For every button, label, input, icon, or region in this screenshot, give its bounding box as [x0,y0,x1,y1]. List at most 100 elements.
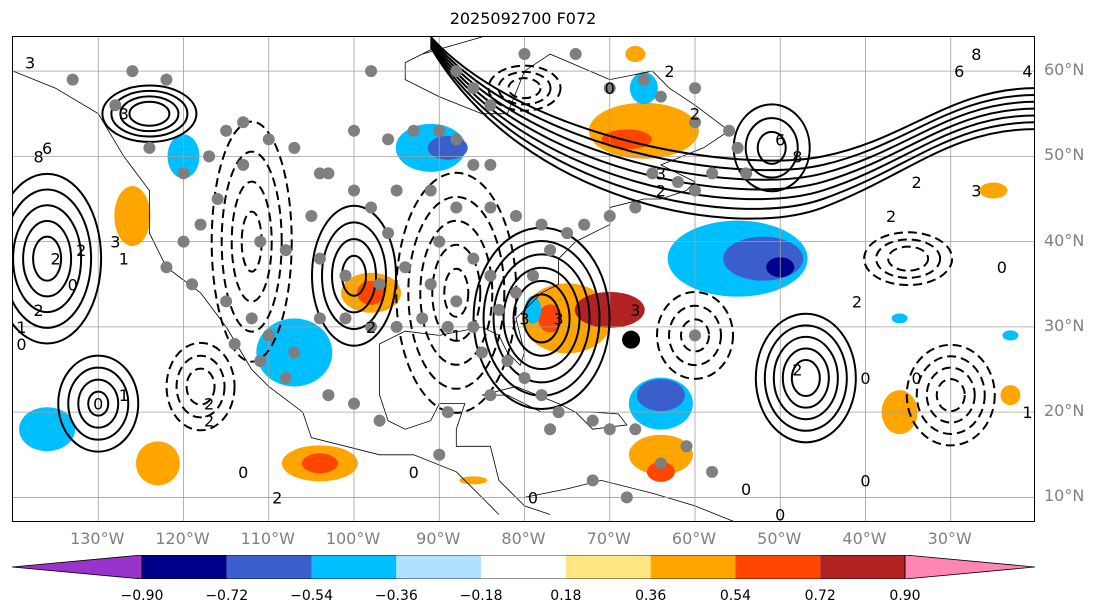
contour-value-label: 2 [76,241,86,260]
low-anomaly-contour [887,245,930,272]
observation-dot [484,158,497,171]
observation-dot [288,346,301,359]
colorbar-segment [396,555,482,579]
observation-dot [143,141,156,154]
low-anomaly-contour [443,267,470,318]
colorbar-segment [820,555,905,579]
contour-layer [13,37,1034,453]
high-anomaly-contour [754,312,857,444]
observation-dot [373,414,386,427]
low-anomaly-contour [863,231,954,287]
observation-dot [339,269,352,282]
observation-dot [441,406,454,419]
observation-dot [620,491,633,504]
observation-dot [365,201,378,214]
low-anomaly-contour [507,77,542,100]
colorbar-segment [650,555,736,579]
high-anomaly-contour [781,347,830,409]
positive-anomaly-area [135,441,180,486]
low-anomaly-contour [431,243,482,342]
observation-dot [433,124,446,137]
observation-dot [689,184,701,197]
observation-dot [535,218,548,231]
high-anomaly-contour [101,84,198,143]
longitude-tick-label: 100°W [325,529,381,548]
observation-dot [603,82,616,95]
low-anomaly-contour [185,367,216,406]
observation-dot [467,158,480,171]
high-anomaly-contour [87,390,110,417]
contour-value-label: 0 [997,258,1007,277]
high-anomaly-contour [119,95,180,133]
negative-anomaly-area [891,313,908,324]
observation-dot [740,167,753,180]
colorbar-tick-label: −0.36 [374,588,418,604]
observation-dot [629,201,642,214]
observation-dot [220,124,233,137]
observation-dot [424,278,437,291]
observation-dot [211,193,224,205]
contour-value-label: 0 [528,488,538,507]
contour-value-label: 2 [664,62,674,81]
observation-dot [203,150,216,163]
contour-value-label: 2 [792,361,802,380]
longitude-tick-label: 110°W [240,529,295,548]
observation-dot [373,278,386,291]
contour-value-label: 0 [93,395,103,414]
observation-dot [322,167,335,180]
colorbar-segment [481,555,566,579]
negative-anomaly-area [19,407,76,452]
observation-dot [544,423,557,436]
positive-anomaly-area [459,476,488,485]
strong-positive-anomaly-area [601,129,652,150]
observation-dot [518,48,531,61]
observation-dot [603,423,616,436]
observation-dot [109,99,122,112]
high-anomaly-contour [492,253,591,384]
observation-dot [237,116,250,129]
contour-value-label: 3 [25,54,35,73]
high-anomaly-contour [22,219,73,298]
observation-dot [177,167,190,180]
strong-negative-anomaly-area [723,236,804,281]
low-anomaly-contour [925,366,976,424]
observation-dot [544,244,557,257]
contour-value-label: 2 [366,318,376,337]
contour-value-label: 2 [51,250,61,269]
positive-anomaly-area [588,102,699,159]
observation-dot [313,252,326,265]
observation-dot [629,423,642,436]
strong-negative-anomaly-area [636,379,685,412]
latitude-tick-label: 60°N [1044,60,1085,80]
colorbar-tick-label: 0.36 [635,588,667,604]
colorbar-outline [141,555,906,579]
contour-value-label: 1 [1022,403,1032,422]
contour-value-label: 0 [238,463,248,482]
observation-dot [365,65,378,78]
longitude-tick-label: 40°W [842,529,887,548]
observation-dot [407,124,420,137]
observation-dot [177,235,190,248]
high-anomaly-contour [763,324,848,432]
observation-dot [518,372,531,385]
strong-positive-anomaly-area [301,453,338,474]
colorbar-segment [565,555,651,579]
high-anomaly-contour [13,172,103,345]
pacific-coastline [13,70,500,515]
contour-value-label: 0 [860,369,870,388]
jet-contour [429,38,1034,172]
colorbar-tick-label: −0.54 [290,588,333,604]
observation-dot [654,90,667,103]
high-anomaly-contour [77,378,120,429]
high-anomaly-contour [67,366,130,441]
jet-contour [429,37,1034,162]
longitude-tick-label: 60°W [671,529,717,548]
observation-dot [467,82,480,95]
longitude-tick-label: 30°W [927,529,972,548]
strong-positive-anomaly-area [538,304,563,333]
longitude-tick-label: 90°W [416,529,461,548]
low-anomaly-contour [210,120,293,363]
contour-value-label: 3 [519,309,529,328]
high-anomaly-contour [311,204,397,347]
